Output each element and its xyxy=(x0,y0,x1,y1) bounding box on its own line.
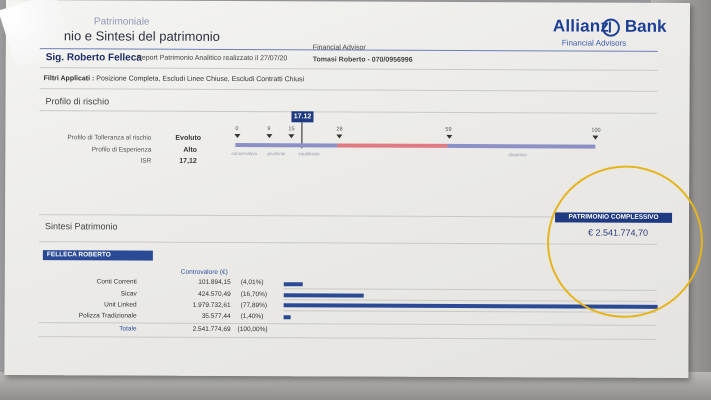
advisor-value: Tomasi Roberto - 070/0956996 xyxy=(312,56,413,64)
scale-tick-arrow xyxy=(234,133,241,139)
risk-row-label: Profilo di Tolleranza al rischio xyxy=(67,134,152,142)
asset-row-value: 424.570,49 xyxy=(198,290,231,298)
scale-label: conservativo xyxy=(231,150,258,157)
column-header: Controvalore (€) xyxy=(180,268,228,276)
scale-segment-high xyxy=(447,143,596,149)
doc-title-small: Patrimoniale xyxy=(93,16,150,28)
risk-row-label: Profilo di Esperienza xyxy=(91,146,152,154)
asset-row-value: 35.577,44 xyxy=(201,312,231,320)
scale-tick-arrow xyxy=(592,135,599,140)
scale-segment-mid xyxy=(337,143,448,148)
scale-tick-arrow xyxy=(446,134,453,139)
scale-tick: 9 xyxy=(267,126,271,133)
logo-name: Allianz xyxy=(552,16,610,36)
total-row-pct: (100,00%) xyxy=(237,326,268,334)
scale-tick-arrow xyxy=(266,134,273,139)
scale-tick: 15 xyxy=(288,126,295,133)
risk-row-value: 17,12 xyxy=(179,157,197,165)
logo-bank: Bank xyxy=(624,16,667,36)
asset-row-pct: (4,01%) xyxy=(240,279,264,287)
filters-value: Posizione Completa, Escludi Linee Chiuse… xyxy=(96,75,305,84)
asset-row-bar xyxy=(283,282,304,286)
asset-row-value: 101.894,15 xyxy=(198,278,231,286)
logo-subtitle: Financial Advisors xyxy=(561,38,627,48)
total-row-value: 2.541.774,69 xyxy=(192,325,231,333)
allianz-eagle-icon xyxy=(601,18,620,37)
report-info: Report Patrimonio Analitico realizzato i… xyxy=(136,54,288,63)
asset-row-label: Sicav xyxy=(120,290,137,298)
risk-row-label: ISR xyxy=(140,157,152,165)
asset-row-pct: (16,70%) xyxy=(240,291,268,299)
scale-segment-low xyxy=(235,143,338,148)
doc-title: nio e Sintesi del patrimonio xyxy=(63,28,220,44)
asset-row-pct: (77,89%) xyxy=(240,302,268,310)
asset-row-pct: (1,40%) xyxy=(240,313,264,321)
isr-marker: 17.12 xyxy=(291,111,314,123)
holder-name-badge: FELLECA ROBERTO xyxy=(42,250,153,261)
summary-section-title: Sintesi Patrimonio xyxy=(44,221,118,232)
risk-divider-top xyxy=(39,88,658,92)
scale-tick: 0 xyxy=(235,126,239,133)
scale-label: prudente xyxy=(267,151,286,157)
scale-label: equilibrato xyxy=(298,151,320,157)
bottom-divider xyxy=(38,336,657,340)
total-row-label: Totale xyxy=(119,325,137,333)
scale-tick: 28 xyxy=(336,126,343,133)
asset-row-label: Polizza Tradizionale xyxy=(78,312,137,320)
document-page: Patrimoniale nio e Sintesi del patrimoni… xyxy=(0,0,711,378)
filters-label: Filtri Applicati : xyxy=(43,75,95,83)
risk-section-title: Profilo di rischio xyxy=(45,96,110,107)
risk-row-value: Alto xyxy=(183,146,197,154)
scale-tick-arrow xyxy=(336,134,343,139)
asset-row-bar xyxy=(283,315,291,319)
scale-tick: 100 xyxy=(591,127,601,134)
asset-row-value: 1.979.732,61 xyxy=(192,301,231,309)
asset-row-label: Conti Correnti xyxy=(96,278,137,286)
risk-divider xyxy=(39,110,658,114)
filters-line: Filtri Applicati : Posizione Completa, E… xyxy=(44,75,304,83)
client-name: Sig. Roberto Felleca xyxy=(45,52,142,64)
scale-tick: 59 xyxy=(445,126,452,133)
advisor-label: Financial Advisor xyxy=(312,44,366,52)
scale-label: dinamico xyxy=(508,152,527,158)
asset-row-label: Unit Linked xyxy=(104,301,137,309)
client-divider xyxy=(39,67,658,71)
risk-row-value: Evoluto xyxy=(175,134,202,142)
asset-row-bar xyxy=(283,293,364,298)
scale-tick-arrow xyxy=(288,134,295,139)
